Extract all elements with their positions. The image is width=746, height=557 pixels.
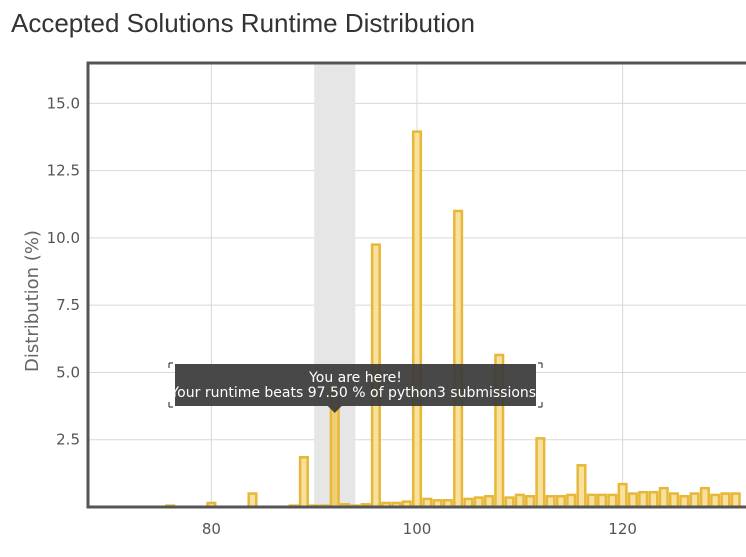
distribution-bar[interactable] (247, 492, 258, 509)
distribution-bar[interactable] (576, 464, 587, 509)
distribution-bar[interactable] (658, 486, 669, 509)
y-tick-label: 7.5 (56, 296, 80, 314)
distribution-bar[interactable] (679, 494, 690, 509)
distribution-bar[interactable] (555, 494, 566, 509)
distribution-bar[interactable] (648, 490, 659, 509)
y-axis-ticks: 2.5 5.0 7.5 10.0 12.5 15.0 (47, 94, 80, 448)
distribution-bar[interactable] (638, 490, 649, 509)
y-tick-label: 5.0 (56, 363, 80, 381)
y-tick-label: 15.0 (47, 94, 80, 112)
tooltip-line-2: Your runtime beats 97.50 % of python3 su… (169, 385, 540, 401)
distribution-bar[interactable] (730, 492, 741, 509)
distribution-bar[interactable] (699, 486, 710, 509)
y-tick-label: 2.5 (56, 431, 80, 449)
distribution-bar[interactable] (710, 493, 721, 509)
distribution-bar[interactable] (607, 493, 618, 509)
distribution-bar[interactable] (535, 437, 546, 509)
distribution-bar[interactable] (453, 209, 464, 509)
distribution-bar[interactable] (627, 492, 638, 509)
distribution-bar[interactable] (483, 494, 495, 509)
distribution-bar[interactable] (411, 130, 423, 509)
distribution-bar[interactable] (597, 493, 608, 509)
distribution-bar[interactable] (586, 493, 597, 509)
y-axis-title: Distribution (%) (22, 230, 43, 372)
distribution-bar[interactable] (617, 482, 628, 509)
tooltip-pointer (327, 406, 342, 413)
runtime-tooltip: You are here! Your runtime beats 97.50 %… (168, 362, 543, 413)
y-tick-label: 10.0 (47, 229, 80, 247)
x-tick-label: 120 (608, 520, 637, 538)
distribution-bar[interactable] (545, 494, 556, 509)
distribution-bar[interactable] (514, 493, 525, 509)
distribution-bar[interactable] (720, 492, 731, 509)
distribution-bar[interactable] (525, 494, 536, 509)
x-tick-label: 80 (202, 520, 221, 538)
x-tick-label: 100 (403, 520, 432, 538)
distribution-bar[interactable] (668, 492, 680, 509)
distribution-bar[interactable] (566, 493, 577, 509)
distribution-bar[interactable] (689, 492, 700, 509)
x-axis-ticks: 80 100 120 (202, 520, 637, 538)
tooltip-box (175, 364, 536, 406)
tooltip-line-1: You are here! (308, 370, 402, 386)
tooltip-corner-marks (168, 362, 543, 408)
distribution-bar[interactable] (298, 455, 309, 509)
y-tick-label: 12.5 (47, 162, 80, 180)
page-title: Accepted Solutions Runtime Distribution (11, 8, 475, 38)
bars (165, 130, 741, 509)
